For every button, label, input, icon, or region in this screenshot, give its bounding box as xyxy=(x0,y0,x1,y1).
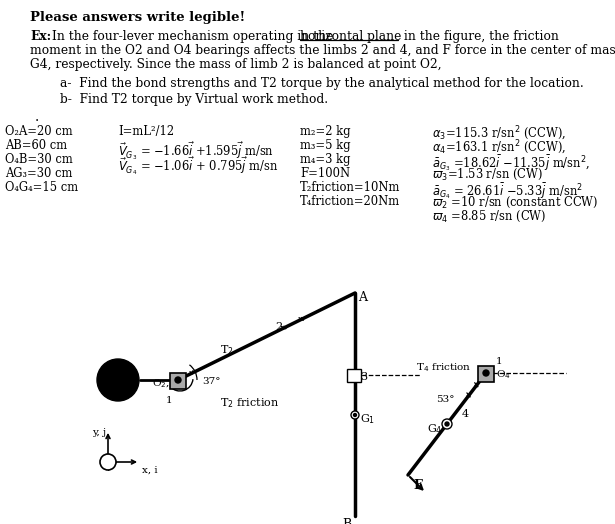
Text: T$_4$ friction: T$_4$ friction xyxy=(416,361,471,374)
Text: T$_2$: T$_2$ xyxy=(220,343,234,357)
Text: m₄=3 kg: m₄=3 kg xyxy=(300,153,351,166)
Circle shape xyxy=(351,411,359,419)
Text: $\vec{V}_{G_3}$ = $-$1.66$\vec{i}$ +1.595$\vec{j}$ m/sn: $\vec{V}_{G_3}$ = $-$1.66$\vec{i}$ +1.59… xyxy=(118,140,274,161)
Text: A: A xyxy=(358,291,367,304)
Text: O₂A=20 cm: O₂A=20 cm xyxy=(5,125,73,138)
Text: O$_2$, G$_2$: O$_2$, G$_2$ xyxy=(152,377,186,390)
Text: F=100N: F=100N xyxy=(300,167,350,180)
Text: 53°: 53° xyxy=(436,395,454,404)
Text: 37°: 37° xyxy=(202,377,221,386)
Text: G4, respectively. Since the mass of limb 2 is balanced at point O2,: G4, respectively. Since the mass of limb… xyxy=(30,58,442,71)
FancyBboxPatch shape xyxy=(170,373,186,389)
Text: 3: 3 xyxy=(360,372,367,382)
Text: T₂friction=10Nm: T₂friction=10Nm xyxy=(300,181,400,194)
Circle shape xyxy=(483,370,489,376)
Text: y, j: y, j xyxy=(92,428,106,437)
Text: AG₃=30 cm: AG₃=30 cm xyxy=(5,167,73,180)
Text: Please answers write legible!: Please answers write legible! xyxy=(30,11,245,24)
Text: O₄B=30 cm: O₄B=30 cm xyxy=(5,153,73,166)
Circle shape xyxy=(100,454,116,470)
FancyBboxPatch shape xyxy=(347,369,361,382)
Text: O₄G₄=15 cm: O₄G₄=15 cm xyxy=(5,181,78,194)
Circle shape xyxy=(442,419,452,429)
Text: T$_2$ friction: T$_2$ friction xyxy=(220,396,279,410)
Text: AB=60 cm: AB=60 cm xyxy=(5,139,67,152)
Text: T₄friction=20Nm: T₄friction=20Nm xyxy=(300,195,400,208)
Text: $\varpi_2$ =10 r/sn (constant CCW): $\varpi_2$ =10 r/sn (constant CCW) xyxy=(432,195,598,210)
Text: 1: 1 xyxy=(166,396,173,405)
Text: 1: 1 xyxy=(496,357,502,366)
Text: Ex:: Ex: xyxy=(30,30,51,43)
Text: .: . xyxy=(35,110,39,124)
Text: O$_4$: O$_4$ xyxy=(496,368,511,381)
Circle shape xyxy=(97,359,139,401)
Text: 2: 2 xyxy=(275,322,282,332)
Text: $\bar{a}_{G_3}$ =18.62$\bar{i}$ $-$11.35$\bar{j}$ m/sn$^2$,: $\bar{a}_{G_3}$ =18.62$\bar{i}$ $-$11.35… xyxy=(432,153,590,173)
Text: in the figure, the friction: in the figure, the friction xyxy=(400,30,559,43)
Text: moment in the O2 and O4 bearings affects the limbs 2 and 4, and F force in the c: moment in the O2 and O4 bearings affects… xyxy=(30,44,615,57)
Text: $\varpi_3$=1.53 r/sn (CW): $\varpi_3$=1.53 r/sn (CW) xyxy=(432,167,543,182)
Text: a-  Find the bond strengths and T2 torque by the analytical method for the locat: a- Find the bond strengths and T2 torque… xyxy=(60,77,584,90)
Circle shape xyxy=(175,377,181,383)
Text: In the four-lever mechanism operating in the: In the four-lever mechanism operating in… xyxy=(52,30,333,43)
Text: b-  Find T2 torque by Virtual work method.: b- Find T2 torque by Virtual work method… xyxy=(60,93,328,106)
Circle shape xyxy=(445,422,449,426)
Text: m₂=2 kg: m₂=2 kg xyxy=(300,125,351,138)
Text: $\vec{V}_{G_4}$ = $-$1.06$\vec{i}$ + 0.795$\vec{j}$ m/sn: $\vec{V}_{G_4}$ = $-$1.06$\vec{i}$ + 0.7… xyxy=(118,155,278,177)
FancyBboxPatch shape xyxy=(478,366,494,382)
Text: I=mL²/12: I=mL²/12 xyxy=(118,125,174,138)
Text: $\alpha_4$=163.1 r/sn$^2$ (CCW),: $\alpha_4$=163.1 r/sn$^2$ (CCW), xyxy=(432,139,566,157)
Text: 4: 4 xyxy=(462,409,469,419)
Text: x, i: x, i xyxy=(142,466,157,475)
Text: m₃=5 kg: m₃=5 kg xyxy=(300,139,351,152)
Circle shape xyxy=(354,413,357,417)
Text: $\alpha_3$=115.3 r/sn$^2$ (CCW),: $\alpha_3$=115.3 r/sn$^2$ (CCW), xyxy=(432,125,566,143)
Text: B: B xyxy=(342,518,351,524)
Text: $\bar{a}_{G_4}$ = 26.61$\bar{i}$ $-$5.33$\bar{j}$ m/sn$^2$: $\bar{a}_{G_4}$ = 26.61$\bar{i}$ $-$5.33… xyxy=(432,181,583,201)
Text: F: F xyxy=(413,479,422,492)
Text: G$_1$: G$_1$ xyxy=(360,412,375,426)
Text: G$_4$: G$_4$ xyxy=(427,422,443,436)
Text: horizontal plane: horizontal plane xyxy=(300,30,402,43)
Text: $\varpi_4$ =8.85 r/sn (CW): $\varpi_4$ =8.85 r/sn (CW) xyxy=(432,209,546,224)
